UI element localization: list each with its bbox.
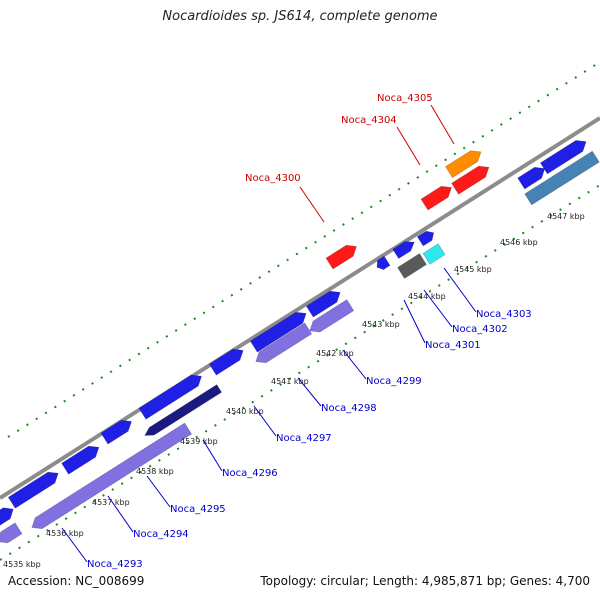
label-noca-4305: Noca_4305 xyxy=(377,93,433,104)
forward-gene-2 xyxy=(7,471,59,509)
label-noca-4300-leader xyxy=(299,186,325,223)
label-noca-4301-leader xyxy=(403,299,426,344)
scale-label-9: 4543 kbp xyxy=(362,320,400,329)
reverse-gene-3 xyxy=(255,322,313,364)
label-noca-4304: Noca_4304 xyxy=(341,115,397,126)
forward-gene-6 xyxy=(208,348,244,376)
reverse-gene-1 xyxy=(0,522,23,544)
forward-gene-7 xyxy=(249,311,307,353)
scale-label-5: 4539 kbp xyxy=(180,437,218,446)
label-noca-4294: Noca_4294 xyxy=(133,529,189,540)
scale-label-1: 4535 kbp xyxy=(3,560,41,569)
forward-gene-5 xyxy=(138,374,202,420)
forward-gene-1 xyxy=(0,507,14,527)
blue-gene-noca-4302 xyxy=(392,241,415,259)
scale-label-3: 4537 kbp xyxy=(92,498,130,507)
reverse-gene-2 xyxy=(31,422,193,530)
label-noca-4301: Noca_4301 xyxy=(425,340,481,351)
accession-text: Accession: NC_008699 xyxy=(8,574,145,588)
label-noca-4298-leader xyxy=(297,377,322,407)
genome-title: Nocardioides sp. JS614, complete genome xyxy=(162,9,438,24)
label-noca-4302-leader xyxy=(423,289,453,328)
label-noca-4293: Noca_4293 xyxy=(87,559,143,570)
label-noca-4296-leader xyxy=(202,439,223,472)
scale-label-8: 4542 kbp xyxy=(316,349,354,358)
label-noca-4302: Noca_4302 xyxy=(452,324,508,335)
reverse-gene-4 xyxy=(309,299,355,333)
label-noca-4303: Noca_4303 xyxy=(476,309,532,320)
label-noca-4299: Noca_4299 xyxy=(366,376,422,387)
label-noca-4297-leader xyxy=(253,405,277,437)
label-noca-4300: Noca_4300 xyxy=(245,173,301,184)
label-noca-4304-leader xyxy=(396,126,421,166)
red-gene-noca-4304b xyxy=(451,165,490,195)
navy-gene xyxy=(144,384,222,436)
forward-gene-8 xyxy=(305,290,341,318)
scale-label-11: 4545 kbp xyxy=(454,265,492,274)
genome-summary-text: Topology: circular; Length: 4,985,871 bp… xyxy=(260,574,590,588)
label-noca-4295: Noca_4295 xyxy=(170,504,226,515)
upper-tick-track xyxy=(7,61,600,438)
blue-gene-noca-4303 xyxy=(416,230,435,247)
label-noca-4305-leader xyxy=(430,104,455,145)
label-noca-4303-leader xyxy=(443,267,477,313)
steel-gene xyxy=(524,150,600,206)
scale-label-2: 4536 kbp xyxy=(46,529,84,538)
orange-gene-noca-4305 xyxy=(445,150,482,179)
scale-label-10: 4544 kbp xyxy=(408,292,446,301)
scale-label-4: 4538 kbp xyxy=(136,467,174,476)
gray-gene-noca-4301 xyxy=(397,253,427,279)
forward-gene-9 xyxy=(539,140,587,175)
red-gene-noca-4300 xyxy=(325,244,357,270)
scale-label-7: 4541 kbp xyxy=(271,377,309,386)
scale-label-6: 4540 kbp xyxy=(226,407,264,416)
genome-backbone xyxy=(0,116,600,500)
cyan-gene-noca-4303 xyxy=(422,243,446,265)
label-noca-4298: Noca_4298 xyxy=(321,403,377,414)
lower-tick-track xyxy=(0,184,600,561)
scale-label-13: 4547 kbp xyxy=(547,212,585,221)
label-noca-4297: Noca_4297 xyxy=(276,433,332,444)
label-noca-4295-leader xyxy=(146,475,171,508)
label-noca-4293-leader xyxy=(61,527,88,563)
label-noca-4296: Noca_4296 xyxy=(222,468,278,479)
forward-gene-3 xyxy=(61,445,100,475)
small-blue-gene xyxy=(376,255,391,270)
forward-gene-4 xyxy=(100,419,132,445)
red-gene-noca-4304a xyxy=(420,185,452,211)
label-noca-4294-leader xyxy=(107,495,134,533)
forward-gene-10 xyxy=(517,166,546,190)
label-noca-4299-leader xyxy=(342,349,367,380)
scale-label-12: 4546 kbp xyxy=(500,238,538,247)
